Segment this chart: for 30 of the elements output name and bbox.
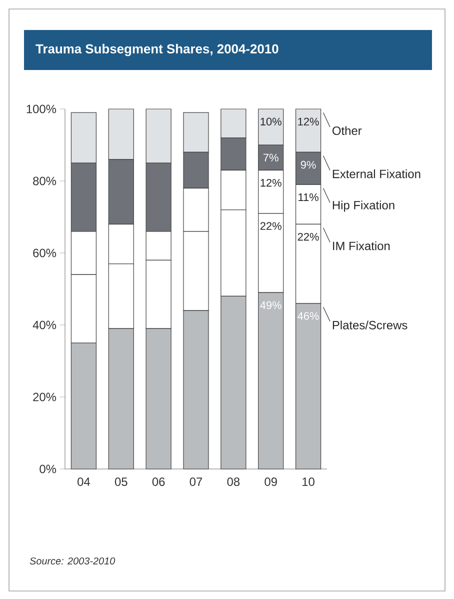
x-tick-label: 04 [78, 478, 90, 486]
legend-label: External Fixation [332, 169, 420, 178]
y-tick-label: 0% [40, 464, 56, 474]
data-label: 7% [264, 154, 278, 162]
x-tick-label: 05 [114, 478, 128, 486]
data-label: 12% [298, 118, 319, 126]
data-label: 22% [260, 222, 282, 230]
data-label: 11% [298, 193, 318, 202]
y-tick-label: 20% [33, 392, 56, 402]
series-label: Plates/Screws [332, 320, 408, 330]
y-tick-label: 80% [33, 176, 56, 186]
chart-title: Trauma Subsegment Shares, 2004-2010 [36, 44, 278, 56]
y-tick-label: 100% [26, 104, 56, 114]
series-label: Hip Fixation [332, 200, 394, 212]
data-label: 9% [300, 160, 316, 169]
x-tick-label: 06 [152, 478, 165, 486]
y-tick-label: 40% [32, 320, 56, 330]
x-tick-label: 10 [302, 478, 314, 486]
data-label: 46% [298, 312, 319, 320]
y-tick-label: 60% [33, 248, 56, 258]
x-tick-label: 08 [227, 478, 240, 486]
x-tick-label: 07 [190, 478, 202, 486]
data-label: 10% [260, 118, 282, 126]
data-label: 22% [298, 232, 319, 241]
series-label: IM Fixation [333, 241, 390, 250]
x-tick-label: 09 [264, 478, 277, 486]
source-note: Source: 2003-2010 [30, 557, 116, 565]
data-label: 12% [260, 178, 282, 187]
series-label: Other [332, 126, 362, 135]
data-label: 49% [260, 301, 282, 310]
